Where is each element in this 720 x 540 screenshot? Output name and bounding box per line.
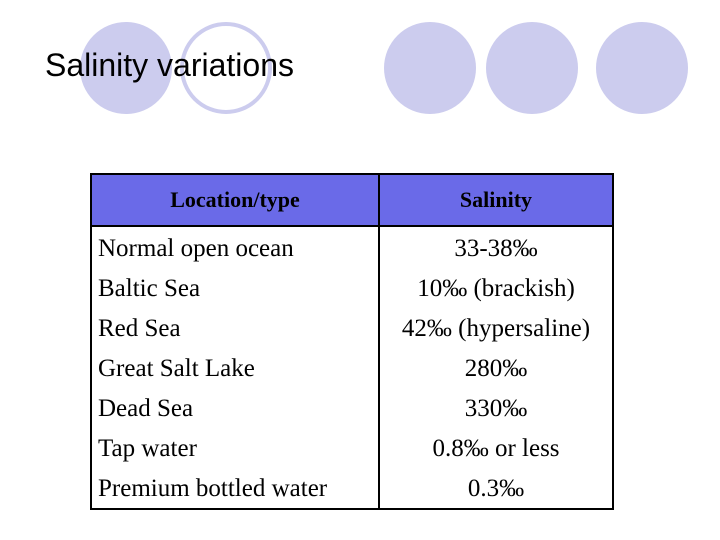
table-row: Baltic Sea 10‰ (brackish) (91, 268, 613, 309)
row-salinity: 10‰ (brackish) (379, 268, 613, 309)
row-location: Premium bottled water (91, 468, 380, 509)
row-location: Tap water (91, 428, 380, 469)
decor-circle-1 (80, 22, 172, 114)
table-row: Tap water 0.8‰ or less (91, 428, 613, 469)
decor-circle-4 (486, 22, 578, 114)
row-salinity: 0.3‰ (379, 468, 613, 509)
decor-circle-2 (180, 22, 272, 114)
row-salinity: 330‰ (379, 388, 613, 429)
table-row: Dead Sea 330‰ (91, 388, 613, 429)
salinity-table: Location/type Salinity Normal open ocean… (90, 173, 614, 510)
table-row: Red Sea 42‰ (hypersaline) (91, 308, 613, 349)
header-salinity: Salinity (378, 173, 614, 227)
row-salinity: 0.8‰ or less (379, 428, 613, 469)
row-location: Great Salt Lake (91, 348, 380, 389)
table-row: Premium bottled water 0.3‰ (91, 468, 613, 509)
slide-title: Salinity variations (45, 47, 294, 83)
table-row: Normal open ocean 33-38‰ (91, 225, 613, 269)
row-location: Normal open ocean (91, 225, 380, 269)
decor-circle-3 (384, 22, 476, 114)
row-salinity: 42‰ (hypersaline) (379, 308, 613, 349)
row-salinity: 280‰ (379, 348, 613, 389)
row-location: Red Sea (91, 308, 380, 349)
row-location: Dead Sea (91, 388, 380, 429)
row-salinity: 33-38‰ (379, 225, 613, 269)
decor-circle-5 (596, 22, 688, 114)
table-header-row: Location/type Salinity (90, 173, 614, 227)
header-location: Location/type (90, 173, 380, 227)
table-row: Great Salt Lake 280‰ (91, 348, 613, 389)
row-location: Baltic Sea (91, 268, 380, 309)
